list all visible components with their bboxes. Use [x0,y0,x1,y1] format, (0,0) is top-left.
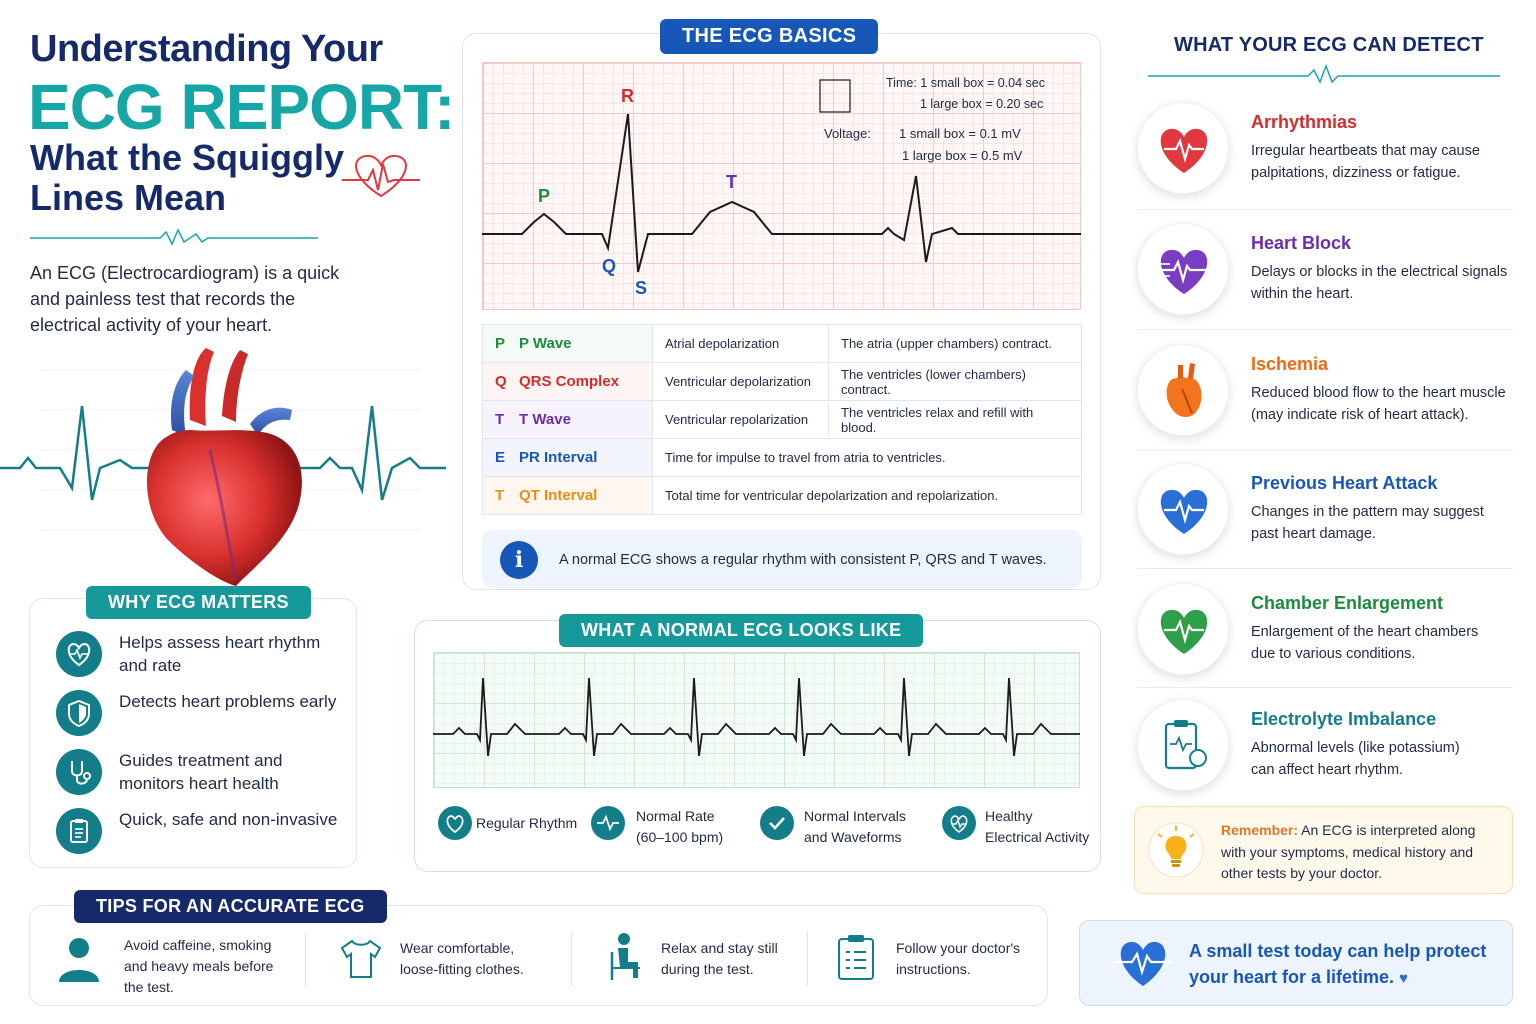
label-q: Q [602,256,617,276]
normal-ecg-grid [433,652,1080,788]
clipboard-icon [1164,720,1207,770]
tip-divider [807,932,808,986]
heart-icon [1160,128,1208,173]
small-heart-icon: ♥ [1399,970,1408,987]
tip-text: Avoid caffeine, smoking and heavy meals … [124,937,274,995]
scale-voltage-large: 1 large box = 0.5 mV [902,148,1023,163]
detect-item-ischemia: Ischemia Reduced blood flow to the heart… [1137,344,1513,456]
table-row: E PR Interval Time for impulse to travel … [482,438,1082,477]
intro-text: An ECG (Electrocardiogram) is a quick an… [30,263,340,335]
detect-item-heart-block: Heart Block Delays or blocks in the elec… [1137,223,1513,335]
feature-normal-rate: Normal Rate (60–100 bpm) [636,808,724,845]
label-p: P [538,186,551,206]
title-line-2: ECG REPORT: [28,71,455,143]
tip-divider [571,932,572,986]
normal-note-box [482,530,1082,588]
detect-heading: WHAT YOUR ECG CAN DETECT [1174,34,1484,56]
feature-normal-intervals: Normal Intervals and Waveforms [804,808,906,845]
normal-ecg-heading: WHAT A NORMAL ECG LOOKS LIKE [559,614,924,647]
tips-heading: TIPS FOR AN ACCURATE ECG [74,890,387,923]
ecg-basics-grid [482,62,1081,310]
divider-pulse [30,228,318,246]
scale-voltage-small: 1 small box = 0.1 mV [899,126,1021,141]
why-ecg-heading: WHY ECG MATTERS [86,586,311,619]
detect-item-electrolyte-imbalance: Electrolyte Imbalance Abnormal levels (l… [1137,699,1513,811]
sitting-person-icon [610,933,640,980]
tip-text: Relax and stay still during the test. [661,940,778,977]
stethoscope-icon [56,749,102,795]
tip-divider [305,932,306,986]
title-line-1: Understanding Your [30,28,383,70]
checklist-icon [838,935,874,980]
heart-block-icon [1160,249,1208,294]
ecg-basics-trace [482,79,1081,273]
heart-pulse-icon [1114,941,1172,986]
shield-icon [56,690,102,736]
info-icon: i [500,541,538,579]
detect-item-previous-heart-attack: Previous Heart Attack Changes in the pat… [1137,463,1513,575]
heart-pulse-icon [942,806,976,840]
tip-text: Follow your doctor's instructions. [896,940,1021,977]
label-s: S [635,278,648,298]
heart-illustration [0,348,446,586]
normal-ecg-trace [433,677,1080,757]
person-icon [59,938,99,982]
scale-voltage-label: Voltage: [824,126,871,141]
title-line-3: What the Squiggly Lines Mean [30,137,344,218]
detect-divider-pulse [1148,64,1500,84]
heart-icon [438,806,472,840]
anatomical-heart-icon [1166,363,1202,417]
detect-item-arrhythmias: Arrhythmias Irregular heartbeats that ma… [1137,102,1513,214]
scale-time-small: Time: 1 small box = 0.04 sec [886,76,1046,90]
heart-ecg-icon [342,154,420,198]
tip-text: Wear comfortable, loose-fitting clothes. [400,940,524,977]
clipboard-icon [56,808,102,854]
heart-pulse-icon [1160,609,1208,654]
tshirt-icon [340,939,382,978]
feature-healthy-activity: Healthy Electrical Activity [985,808,1090,845]
table-row: T QT Interval Total time for ventricular … [482,476,1082,515]
heart-rate-icon [56,631,102,677]
detect-item-chamber-enlargement: Chamber Enlargement Enlargement of the h… [1137,583,1513,695]
lightbulb-icon [1148,822,1204,878]
closing-text: A small test today can help protect your… [1189,941,1487,987]
remember-text: Remember: An ECG is interpreted along wi… [1221,822,1476,881]
table-row: Q QRS Complex Ventricular depolarization … [482,362,1082,401]
label-t: T [726,172,737,192]
normal-note-text: A normal ECG shows a regular rhythm with… [559,552,1047,568]
check-icon [760,806,794,840]
feature-regular-rhythm: Regular Rhythm [476,815,578,831]
ecg-basics-heading: THE ECG BASICS [660,19,879,54]
label-r: R [621,86,634,106]
heart-pulse-icon [1160,489,1208,534]
pulse-icon [591,806,625,840]
scale-time-large: 1 large box = 0.20 sec [920,97,1044,111]
